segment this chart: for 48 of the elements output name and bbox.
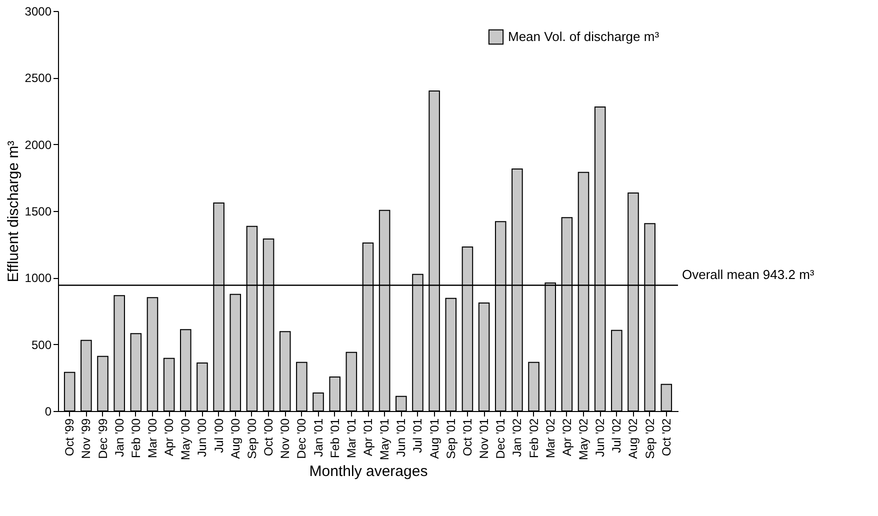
x-tick-label: Jun '01	[394, 418, 408, 457]
x-tick-label: May '00	[178, 418, 193, 460]
y-axis-title: Effluent discharge m³	[4, 140, 22, 282]
y-tick-label: 0	[44, 404, 52, 418]
x-tick-label: Oct '02	[659, 418, 674, 456]
x-tick-label: Jul '01	[410, 418, 425, 453]
x-tick-label: Dec '00	[294, 418, 309, 459]
x-tick-label: Mar '00	[145, 418, 160, 458]
x-tick-label: Nov '01	[477, 418, 492, 459]
x-axis-title: Monthly averages	[309, 463, 428, 480]
y-tick-label: 2500	[24, 71, 52, 86]
x-tick-label: Oct '01	[460, 418, 474, 456]
x-tick-label: Aug '00	[228, 418, 242, 459]
x-tick-label: Dec '01	[494, 418, 508, 459]
y-tick-label: 3000	[24, 4, 52, 18]
x-tick-label: Jan '00	[112, 418, 126, 457]
x-tick-label: Mar '02	[543, 418, 558, 458]
x-tick-label: Oct '00	[262, 418, 276, 456]
legend-label: Mean Vol. of discharge m³	[508, 29, 660, 44]
x-tick-label: Sep '00	[244, 418, 259, 459]
x-tick-label: Sep '02	[642, 418, 657, 459]
y-tick-label: 2000	[24, 138, 52, 152]
x-tick-label: Dec '99	[96, 418, 110, 459]
x-tick-label: Aug '02	[626, 418, 640, 459]
x-tick-label: Jun '00	[195, 418, 210, 457]
ref-line-label: Overall mean 943.2 m³	[682, 267, 815, 282]
x-tick-label: Apr '00	[162, 418, 176, 456]
y-tick-label: 1000	[24, 271, 52, 286]
x-tick-label: Oct '99	[62, 418, 77, 456]
x-tick-label: Jan '01	[311, 418, 326, 457]
x-tick-label: Apr '01	[361, 418, 375, 456]
x-tick-label: Feb '00	[128, 418, 143, 458]
y-tick-label: 500	[31, 338, 52, 352]
x-tick-label: May '02	[576, 418, 591, 460]
x-tick-label: Sep '01	[444, 418, 458, 459]
x-tick-label: Aug '01	[427, 418, 442, 459]
x-tick-label: Jul '00	[212, 418, 226, 453]
y-tick-label: 1500	[24, 204, 52, 218]
x-tick-label: Apr '02	[560, 418, 574, 456]
x-tick-label: Jul '02	[610, 418, 624, 453]
x-tick-label: May '01	[378, 418, 392, 460]
x-tick-label: Feb '02	[526, 418, 541, 458]
x-tick-label: Nov '00	[278, 418, 292, 459]
x-tick-label: Nov '99	[79, 418, 94, 459]
x-tick-label: Jun '02	[593, 418, 608, 457]
x-tick-label: Feb '01	[328, 418, 342, 458]
x-tick-label: Mar '01	[344, 418, 358, 458]
x-tick-label: Jan '02	[510, 418, 524, 457]
